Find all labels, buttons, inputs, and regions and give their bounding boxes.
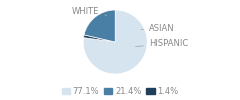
Wedge shape (84, 10, 115, 42)
Text: ASIAN: ASIAN (141, 24, 174, 33)
Text: WHITE: WHITE (72, 7, 107, 16)
Wedge shape (83, 10, 147, 74)
Text: HISPANIC: HISPANIC (136, 39, 188, 48)
Legend: 77.1%, 21.4%, 1.4%: 77.1%, 21.4%, 1.4% (62, 87, 178, 96)
Wedge shape (84, 35, 115, 42)
